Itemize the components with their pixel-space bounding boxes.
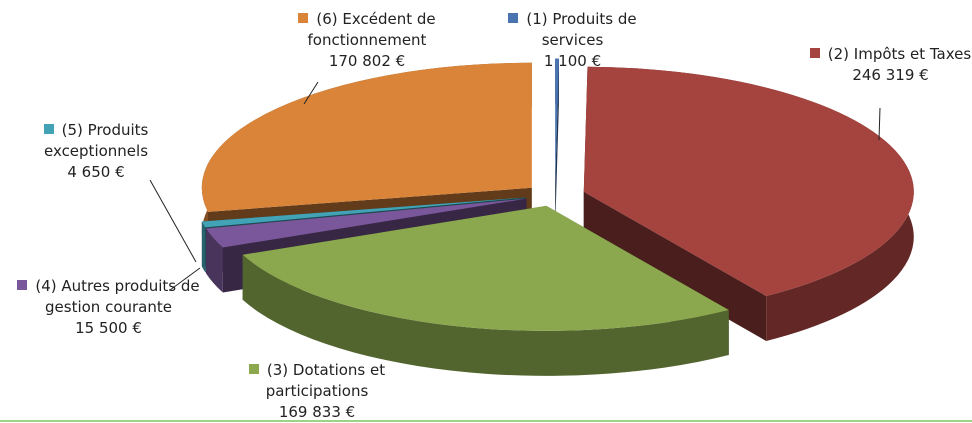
leader-line — [169, 267, 201, 291]
legend-marker — [809, 48, 820, 58]
legend-marker — [508, 13, 519, 23]
slice — [242, 205, 729, 331]
slice-side — [242, 254, 729, 376]
category-label: (6) Excédent de fonctionnement — [307, 10, 436, 49]
value-label: 15 500 € — [75, 319, 142, 337]
category-label: (4) Autres produits de gestion courante — [35, 277, 200, 316]
label: (3) Dotations et participations 169 833 € — [212, 360, 422, 423]
legend-marker — [298, 13, 309, 23]
leader-line — [149, 179, 197, 263]
legend-marker — [43, 124, 54, 134]
category-label: (5) Produits exceptionnels — [43, 121, 149, 160]
slice — [201, 197, 526, 228]
slice — [201, 62, 532, 212]
label: (5) Produits exceptionnels 4 650 € — [6, 120, 186, 183]
slices — [201, 58, 914, 376]
value-label: 246 319 € — [852, 66, 929, 84]
value-label: 4 650 € — [67, 163, 125, 181]
slice — [555, 58, 559, 184]
legend-marker — [248, 364, 259, 374]
label: (6) Excédent de fonctionnement 170 802 € — [262, 9, 472, 72]
label: (1) Produits de services 1 100 € — [480, 9, 665, 72]
leader-lines — [149, 81, 881, 291]
leader-line — [878, 107, 881, 141]
value-label: 170 802 € — [328, 52, 406, 70]
leader-line — [303, 81, 319, 105]
category-label: (1) Produits de services — [526, 10, 637, 49]
label: (4) Autres produits de gestion courante 1… — [6, 276, 211, 339]
value-label: 169 833 € — [278, 403, 356, 421]
label: (2) Impôts et Taxes 246 319 € — [808, 44, 972, 86]
slice-side — [583, 191, 767, 341]
legend-marker — [17, 280, 28, 290]
slice — [206, 198, 527, 248]
slice-side — [206, 228, 223, 293]
slice — [583, 66, 914, 296]
category-label: (2) Impôts et Taxes — [827, 45, 972, 63]
value-label: 1 100 € — [543, 52, 602, 70]
slice-side — [201, 221, 206, 273]
category-label: (3) Dotations et participations — [265, 361, 386, 400]
